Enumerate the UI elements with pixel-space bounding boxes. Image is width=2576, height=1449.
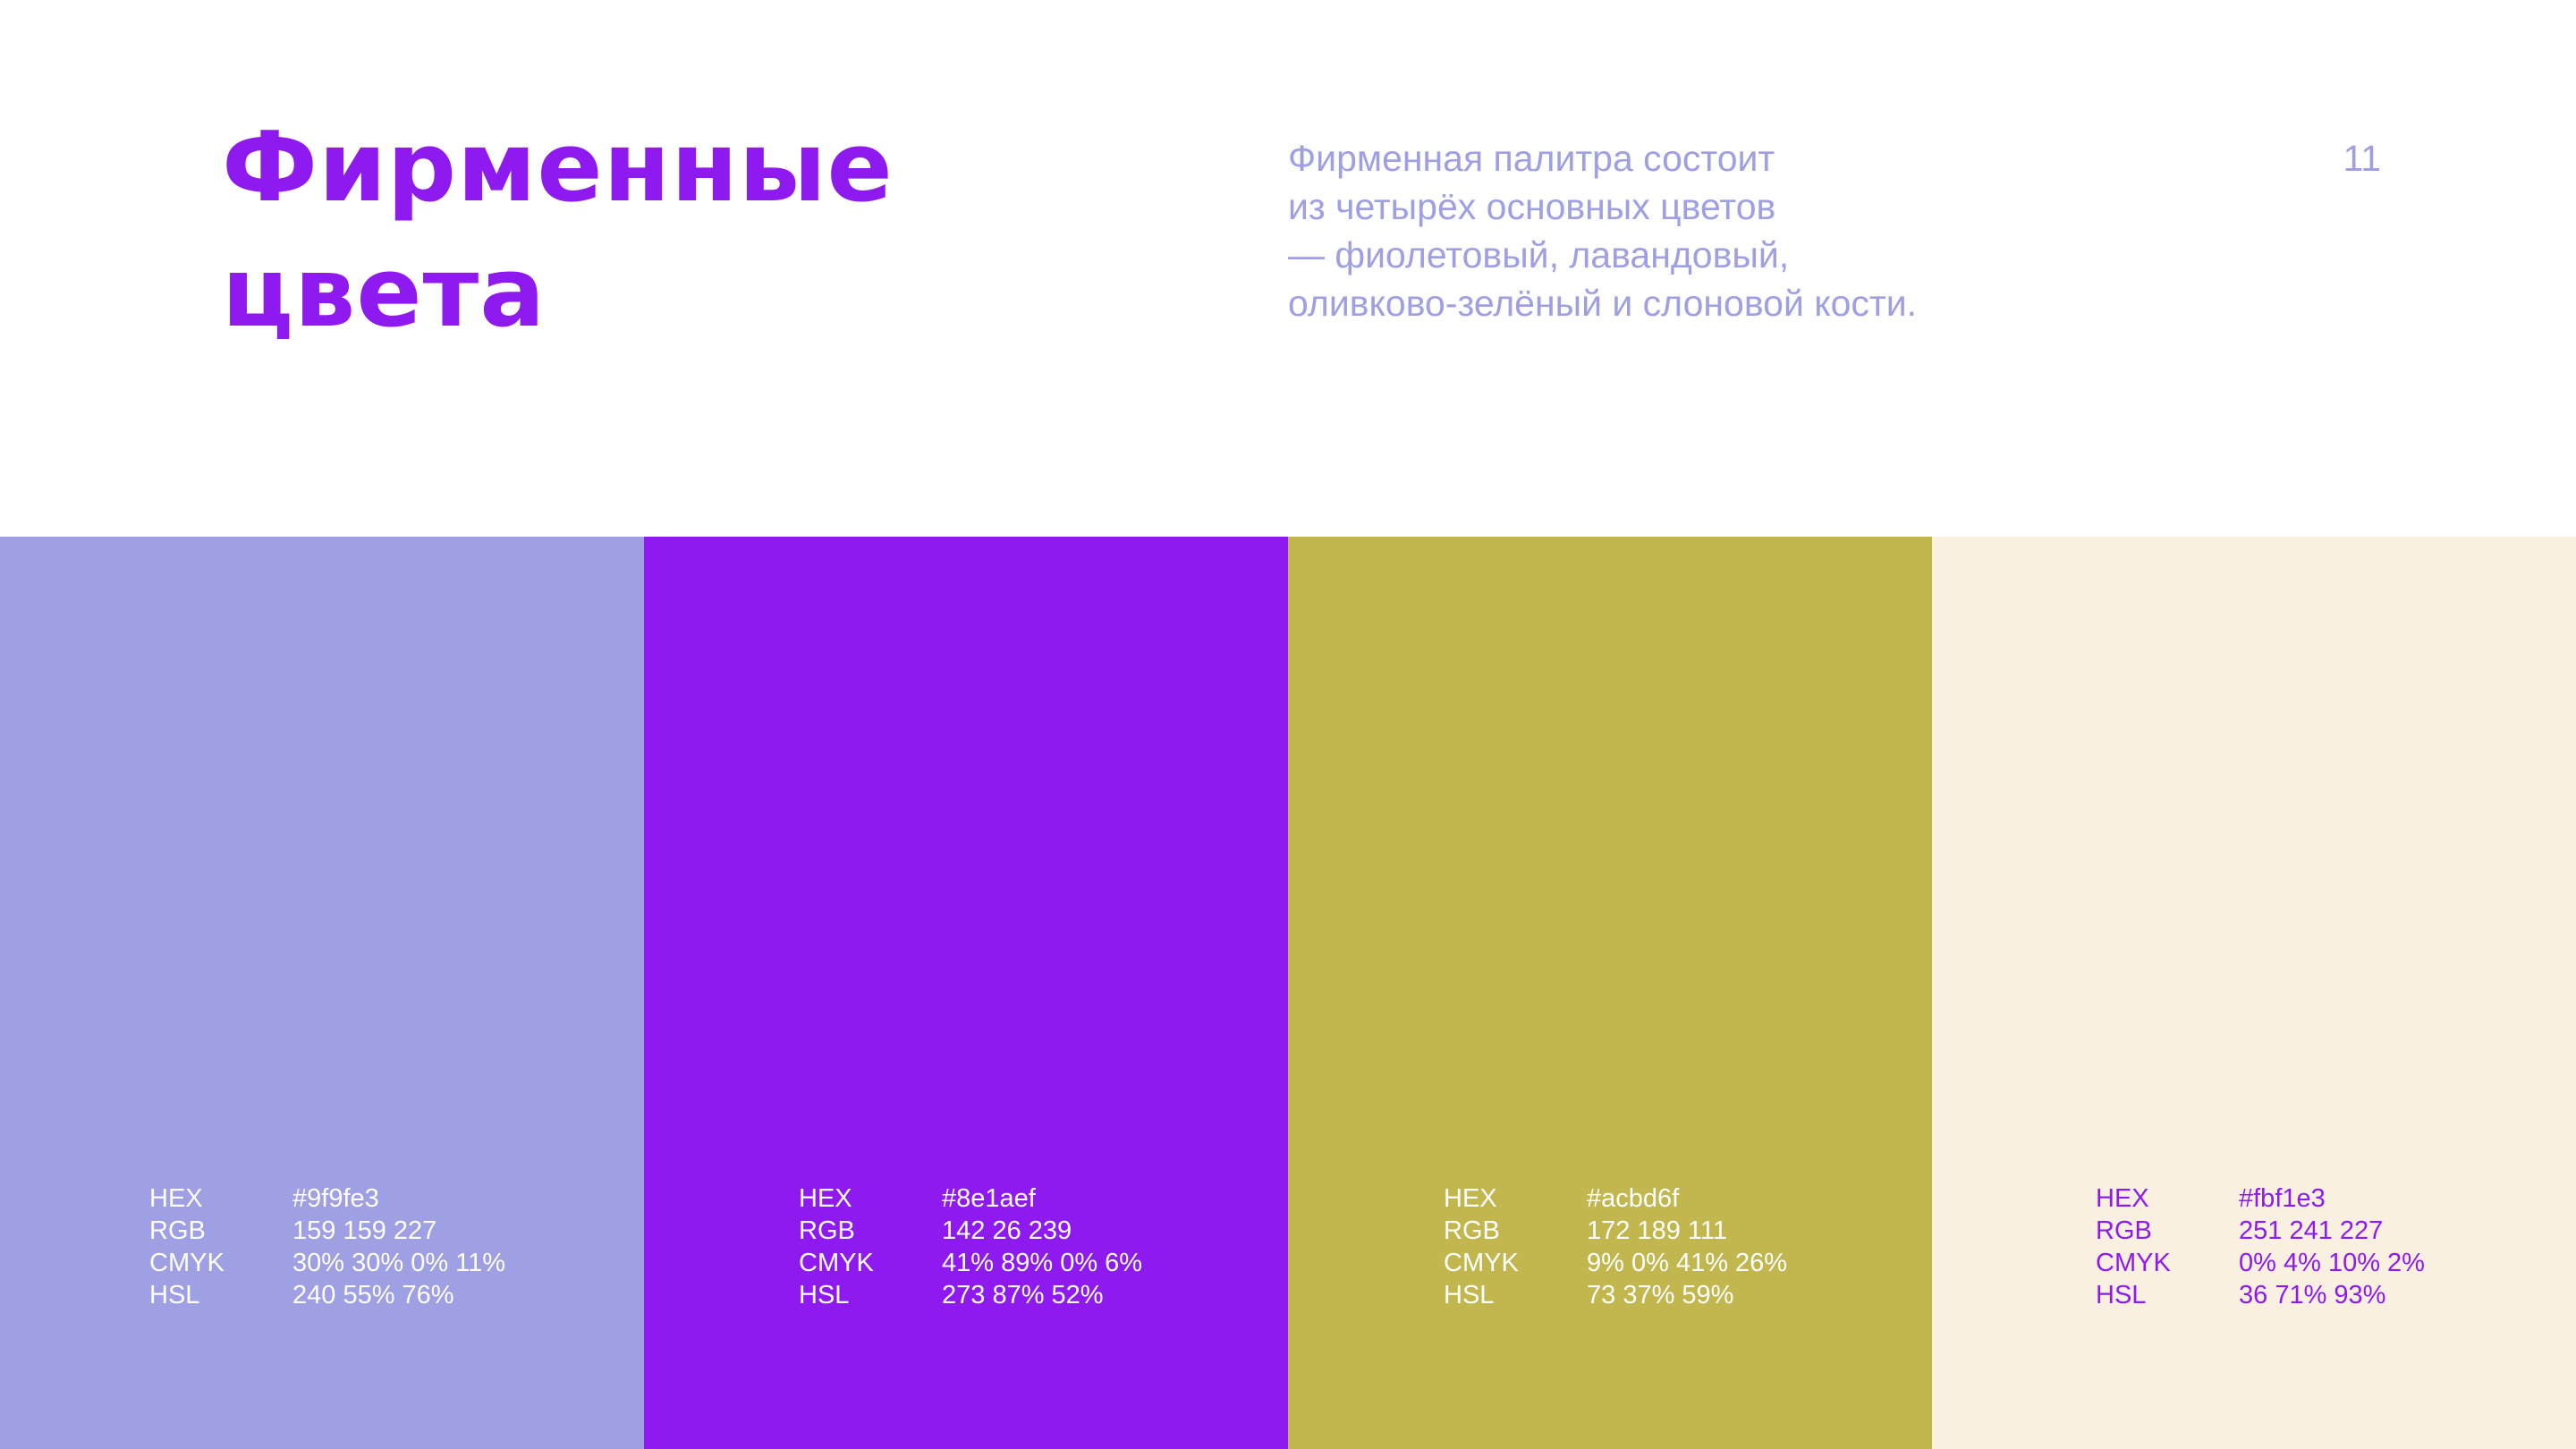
swatch-lavender: HEX #9f9fe3 RGB 159 159 227 CMYK 30% 30%…	[0, 537, 644, 1449]
spec-key: CMYK	[2096, 1249, 2171, 1277]
spec-value: 273 87% 52%	[942, 1281, 1104, 1309]
palette-description: Фирменная палитра состоит из четырёх осн…	[1288, 134, 2093, 327]
spec-row-hex: HEX #8e1aef	[799, 1182, 1142, 1215]
spec-value: #fbf1e3	[2239, 1184, 2326, 1213]
page-number: 11	[2343, 138, 2381, 179]
swatch-olive: HEX #acbd6f RGB 172 189 111 CMYK 9% 0% 4…	[1288, 537, 1932, 1449]
spec-key: HSL	[2096, 1281, 2147, 1309]
spec-key: HEX	[2096, 1184, 2149, 1213]
description-line-4: оливково-зелёный и слоновой кости.	[1288, 283, 1918, 324]
description-line-3: — фиолетовый, лавандовый,	[1288, 234, 1790, 275]
spec-value: 240 55% 76%	[292, 1281, 454, 1309]
spec-value: 30% 30% 0% 11%	[292, 1249, 506, 1277]
spec-key: RGB	[1444, 1216, 1500, 1245]
spec-row-rgb: RGB 142 26 239	[799, 1215, 1142, 1247]
spec-value: #9f9fe3	[292, 1184, 379, 1213]
spec-value: 41% 89% 0% 6%	[942, 1249, 1143, 1277]
title-line-1: Фирменные	[222, 112, 894, 224]
spec-row-cmyk: CMYK 30% 30% 0% 11%	[149, 1247, 505, 1279]
swatch-ivory: HEX #fbf1e3 RGB 251 241 227 CMYK 0% 4% 1…	[1932, 537, 2576, 1449]
spec-value: 172 189 111	[1587, 1216, 1727, 1245]
spec-value: #acbd6f	[1587, 1184, 1680, 1213]
color-spec: HEX #acbd6f RGB 172 189 111 CMYK 9% 0% 4…	[1444, 1182, 1787, 1311]
spec-key: RGB	[2096, 1216, 2152, 1245]
spec-row-hsl: HSL 36 71% 93%	[2096, 1279, 2425, 1311]
spec-row-hex: HEX #fbf1e3	[2096, 1182, 2425, 1215]
color-swatches: HEX #9f9fe3 RGB 159 159 227 CMYK 30% 30%…	[0, 537, 2576, 1449]
spec-value: 36 71% 93%	[2239, 1281, 2386, 1309]
spec-row-cmyk: CMYK 41% 89% 0% 6%	[799, 1247, 1142, 1279]
color-spec: HEX #9f9fe3 RGB 159 159 227 CMYK 30% 30%…	[149, 1182, 505, 1311]
spec-row-cmyk: CMYK 0% 4% 10% 2%	[2096, 1247, 2425, 1279]
spec-value: 73 37% 59%	[1587, 1281, 1734, 1309]
swatch-violet: HEX #8e1aef RGB 142 26 239 CMYK 41% 89% …	[644, 537, 1288, 1449]
title-line-2: цвета	[222, 237, 547, 349]
spec-row-hex: HEX #9f9fe3	[149, 1182, 505, 1215]
spec-value: 0% 4% 10% 2%	[2239, 1249, 2425, 1277]
color-spec: HEX #fbf1e3 RGB 251 241 227 CMYK 0% 4% 1…	[2096, 1182, 2425, 1311]
spec-row-hsl: HSL 273 87% 52%	[799, 1279, 1142, 1311]
spec-key: CMYK	[1444, 1249, 1519, 1277]
spec-row-cmyk: CMYK 9% 0% 41% 26%	[1444, 1247, 1787, 1279]
description-line-2: из четырёх основных цветов	[1288, 186, 1776, 227]
color-spec: HEX #8e1aef RGB 142 26 239 CMYK 41% 89% …	[799, 1182, 1142, 1311]
spec-row-hex: HEX #acbd6f	[1444, 1182, 1787, 1215]
spec-value: #8e1aef	[942, 1184, 1036, 1213]
spec-key: HSL	[149, 1281, 200, 1309]
spec-row-rgb: RGB 172 189 111	[1444, 1215, 1787, 1247]
description-line-1: Фирменная палитра состоит	[1288, 138, 1775, 179]
spec-key: HEX	[1444, 1184, 1497, 1213]
spec-key: HSL	[1444, 1281, 1495, 1309]
spec-key: HEX	[149, 1184, 203, 1213]
spec-value: 142 26 239	[942, 1216, 1072, 1245]
spec-row-hsl: HSL 73 37% 59%	[1444, 1279, 1787, 1311]
spec-key: CMYK	[149, 1249, 225, 1277]
spec-row-rgb: RGB 251 241 227	[2096, 1215, 2425, 1247]
spec-value: 251 241 227	[2239, 1216, 2384, 1245]
spec-key: RGB	[149, 1216, 206, 1245]
spec-row-hsl: HSL 240 55% 76%	[149, 1279, 505, 1311]
spec-key: CMYK	[799, 1249, 874, 1277]
page-title: Фирменные цвета	[222, 106, 894, 356]
spec-key: RGB	[799, 1216, 855, 1245]
spec-row-rgb: RGB 159 159 227	[149, 1215, 505, 1247]
spec-value: 159 159 227	[292, 1216, 437, 1245]
spec-key: HEX	[799, 1184, 852, 1213]
spec-key: HSL	[799, 1281, 850, 1309]
spec-value: 9% 0% 41% 26%	[1587, 1249, 1788, 1277]
